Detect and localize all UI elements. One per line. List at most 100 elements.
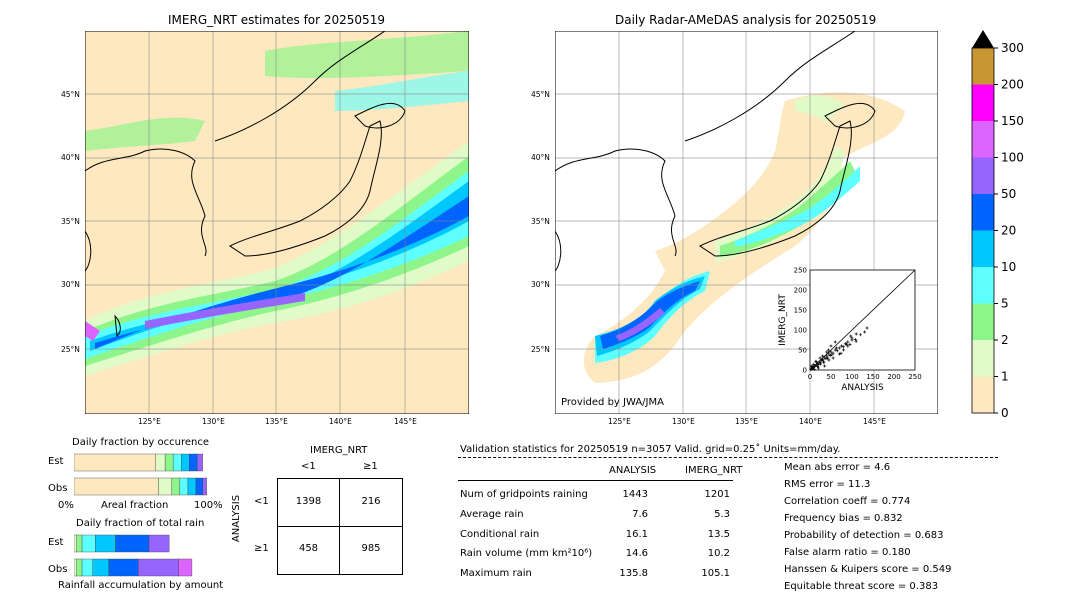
- scatter-point: [816, 362, 820, 366]
- colorbar-segment: [972, 267, 994, 304]
- total-rain-bar-segment: [115, 534, 150, 553]
- colorbar-tick-label: 300: [1001, 41, 1024, 55]
- validation-row-label: Conditional rain: [460, 529, 540, 540]
- scatter-plot: 00 50 50 100 100 150 150 200 200 250 250 ANALYSIS IM…: [778, 267, 922, 394]
- scatter-point: [821, 354, 825, 358]
- total-rain-bars: [74, 534, 193, 577]
- scatter-x-tick: 200: [887, 373, 900, 381]
- occurrence-bar-segment: [189, 453, 198, 472]
- occurrence-axis-mid: Areal fraction: [101, 500, 169, 511]
- total-rain-obs-label: Obs: [48, 564, 68, 575]
- validation-row-imerg: 10.2: [707, 548, 730, 559]
- scatter-point: [811, 367, 815, 371]
- colorbar-segment: [972, 303, 994, 340]
- credit-text: Provided by JWA/JMA: [561, 397, 664, 408]
- score-rmse: RMS error = 11.3: [784, 479, 871, 490]
- validation-row-label: Maximum rain: [460, 568, 532, 579]
- scatter-point: [825, 350, 829, 354]
- validation-row-analysis: 16.1: [625, 529, 648, 540]
- colorbar-tick-label: 100: [1001, 151, 1024, 165]
- scatter-y-tick: 0: [803, 367, 807, 375]
- colorbar-segment: [972, 230, 994, 267]
- right-lat-30: 30°N: [531, 280, 550, 289]
- total-rain-bar-segment: [148, 534, 170, 553]
- left-lon-130: 130°E: [202, 417, 225, 426]
- validation-col-analysis: ANALYSIS: [609, 465, 657, 476]
- scatter-point: [821, 358, 825, 362]
- total-rain-bar-segment: [92, 558, 110, 577]
- colorbar-tick-label: 5: [1001, 297, 1009, 311]
- score-hk: Hanssen & Kuipers score = 0.549: [784, 564, 952, 575]
- occurrence-bar-segment: [164, 453, 174, 472]
- occurrence-bar-segment: [179, 477, 189, 496]
- scatter-point: [865, 326, 869, 330]
- occurrence-est-label: Est: [48, 456, 64, 467]
- total-rain-bar-segment: [138, 558, 179, 577]
- occurrence-bar-segment: [172, 453, 182, 472]
- validation-col-imerg: IMERG_NRT: [685, 465, 743, 476]
- validation-row-analysis: 1443: [622, 489, 648, 500]
- right-lon-140: 140°E: [799, 417, 822, 426]
- scatter-point: [854, 332, 858, 336]
- scatter-point: [833, 348, 837, 352]
- occurrence-bar-segment: [180, 453, 190, 472]
- contingency-col-lt: <1: [301, 461, 316, 472]
- scatter-point: [831, 356, 835, 360]
- right-lat-25: 25°N: [531, 345, 550, 354]
- occurrence-obs-label: Obs: [48, 483, 68, 494]
- score-mae: Mean abs error = 4.6: [784, 462, 891, 473]
- contingency-cell-tl: 1398: [295, 496, 322, 507]
- scatter-point: [821, 359, 825, 363]
- scatter-point: [816, 366, 820, 370]
- scatter-point: [849, 334, 853, 338]
- occurrence-bar-segment: [74, 453, 156, 472]
- scatter-point: [848, 342, 852, 346]
- left-lon-145: 145°E: [394, 417, 417, 426]
- validation-row-label: Average rain: [460, 509, 524, 520]
- total-rain-bar-segment: [108, 558, 139, 577]
- right-lon-145: 145°E: [863, 417, 886, 426]
- scatter-point: [826, 356, 830, 360]
- occurrence-bar-segment: [155, 453, 166, 472]
- right-lat-40: 40°N: [531, 153, 550, 162]
- total-rain-bar-segment: [76, 534, 83, 553]
- scatter-point: [819, 362, 822, 366]
- colorbar-segment: [972, 194, 994, 231]
- score-ets: Equitable threat score = 0.383: [784, 581, 939, 592]
- scatter-point: [827, 358, 831, 362]
- scatter-y-tick: 100: [794, 327, 807, 335]
- validation-row-imerg: 105.1: [701, 568, 730, 579]
- score-pod: Probability of detection = 0.683: [784, 530, 944, 541]
- contingency-table: 1398 216 458 985: [277, 478, 403, 575]
- colorbar-tick-label: 1: [1001, 370, 1009, 384]
- total-rain-bar-segment: [81, 534, 96, 553]
- left-lon-125: 125°E: [138, 417, 161, 426]
- right-lon-125: 125°E: [608, 417, 631, 426]
- left-lat-35: 35°N: [61, 217, 80, 226]
- validation-table-rule: [458, 480, 733, 481]
- scatter-point: [829, 350, 833, 354]
- left-map: [85, 31, 469, 414]
- occurrence-bar-segment: [171, 477, 181, 496]
- occurrence-bar-segment: [197, 453, 203, 472]
- validation-row-analysis: 14.6: [625, 548, 648, 559]
- total-rain-bar-segment: [178, 558, 193, 577]
- colorbar-tick-label: 20: [1001, 224, 1016, 238]
- validation-row-imerg: 13.5: [707, 529, 730, 540]
- scatter-point: [828, 354, 832, 358]
- contingency-row-lt: <1: [254, 496, 269, 507]
- total-rain-axis-label: Rainfall accumulation by amount: [58, 580, 224, 591]
- validation-row-label: Num of gridpoints raining: [460, 489, 588, 500]
- total-rain-bar-segment: [74, 558, 77, 577]
- right-lon-135: 135°E: [735, 417, 758, 426]
- score-corr: Correlation coeff = 0.774: [784, 496, 911, 507]
- left-lat-25: 25°N: [61, 345, 80, 354]
- scatter-point: [809, 365, 813, 369]
- score-freq-bias: Frequency bias = 0.832: [784, 513, 903, 524]
- scatter-point: [846, 344, 850, 348]
- scatter-point: [854, 339, 858, 343]
- left-lon-140: 140°E: [329, 417, 352, 426]
- colorbar-extend-arrow: [972, 30, 994, 48]
- right-lon-130: 130°E: [672, 417, 695, 426]
